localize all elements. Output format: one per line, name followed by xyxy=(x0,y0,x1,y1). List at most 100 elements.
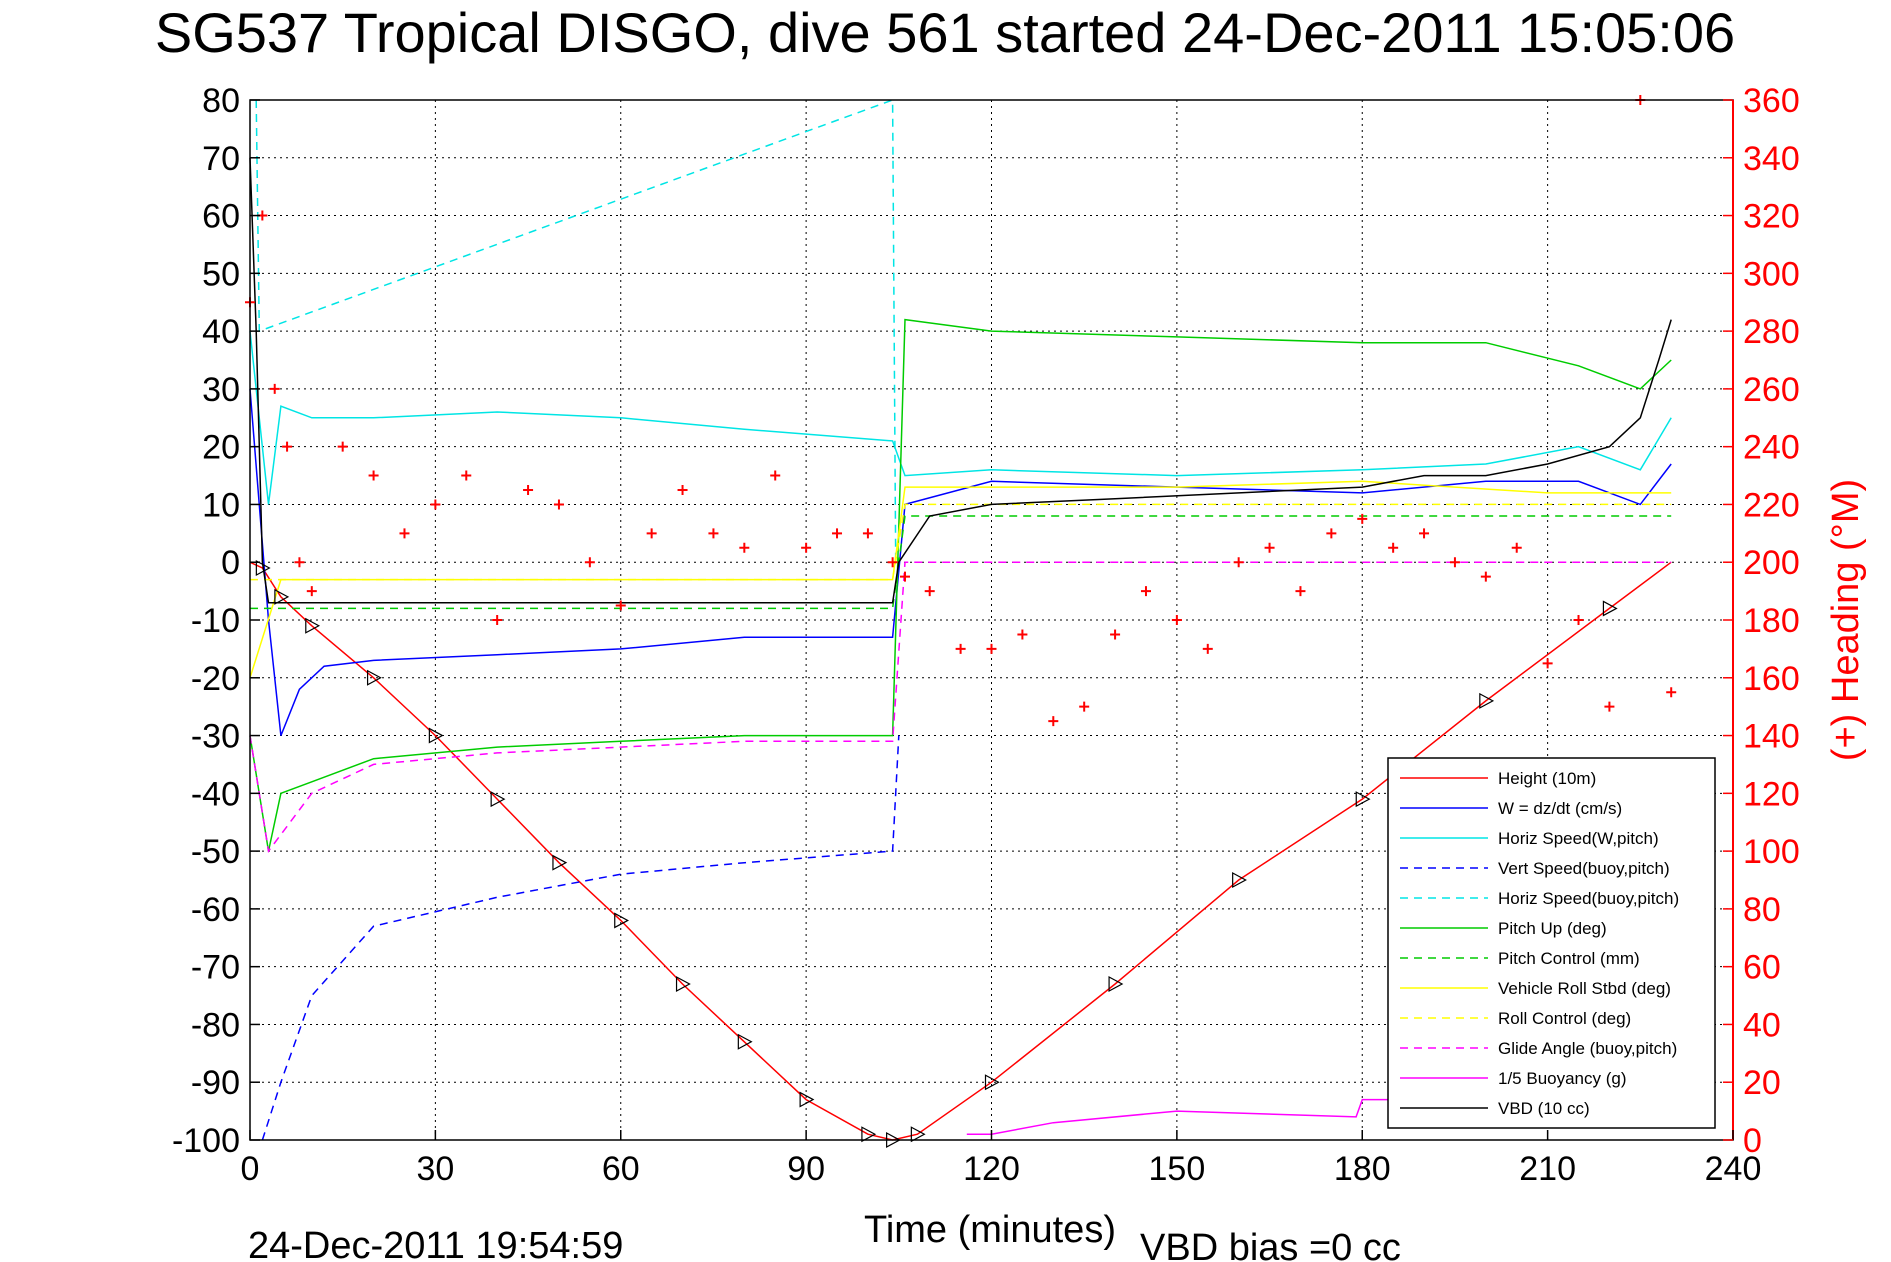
heading-marker xyxy=(955,643,966,654)
y-right-tick-label: 120 xyxy=(1743,775,1800,813)
heading-marker xyxy=(986,643,997,654)
heading-marker xyxy=(1017,629,1028,640)
legend-entry: Horiz Speed(W,pitch) xyxy=(1498,829,1659,848)
heading-marker xyxy=(1573,615,1584,625)
y-right-tick-label: 0 xyxy=(1743,1122,1762,1160)
heading-marker xyxy=(306,586,317,597)
height-triangle-marker xyxy=(1108,975,1124,993)
y-tick-label: -50 xyxy=(191,833,240,871)
y-tick-label: -100 xyxy=(172,1122,240,1160)
heading-marker xyxy=(1326,528,1337,539)
y-tick-label: -70 xyxy=(191,949,240,987)
grid xyxy=(250,100,1733,1140)
height-triangle-marker xyxy=(305,617,321,634)
series-line-5 xyxy=(249,318,1672,852)
heading-marker xyxy=(430,499,441,510)
heading-marker xyxy=(1140,586,1151,597)
x-tick-label: 180 xyxy=(1334,1150,1391,1188)
heading-marker xyxy=(1171,615,1182,625)
legend-entry: Vert Speed(buoy,pitch) xyxy=(1498,859,1670,878)
heading-marker xyxy=(368,470,379,481)
chart-title: SG537 Tropical DISGO, dive 561 started 2… xyxy=(155,1,1735,64)
heading-marker xyxy=(1480,571,1491,582)
x-tick-label: 0 xyxy=(241,1150,260,1188)
heading-marker xyxy=(1666,687,1677,698)
y-right-tick-label: 80 xyxy=(1743,891,1781,929)
heading-marker xyxy=(492,615,503,625)
heading-marker xyxy=(1110,629,1121,640)
heading-marker xyxy=(887,557,898,568)
heading-marker xyxy=(1388,542,1399,553)
height-triangle-marker xyxy=(1355,791,1371,808)
y-tick-label: 30 xyxy=(202,371,240,409)
series-line-0 xyxy=(249,561,1672,1141)
x-tick-label: 210 xyxy=(1519,1150,1576,1188)
legend-entry: Pitch Up (deg) xyxy=(1498,919,1607,938)
heading-marker xyxy=(899,571,910,582)
heading-marker xyxy=(1419,528,1430,539)
height-triangle-marker xyxy=(861,1126,877,1143)
y-right-tick-label: 300 xyxy=(1743,255,1800,293)
height-triangle-marker xyxy=(984,1074,1000,1091)
series-line-1 xyxy=(249,388,1672,736)
y-right-tick-label: 60 xyxy=(1743,949,1781,987)
heading-marker xyxy=(1295,586,1306,597)
heading-marker xyxy=(523,485,534,495)
y-right-tick-label: 160 xyxy=(1743,660,1800,698)
x-axis-label: Time (minutes) xyxy=(864,1209,1116,1251)
series-line-3 xyxy=(261,735,900,1141)
y-tick-label: 70 xyxy=(202,140,240,178)
legend-entry: Glide Angle (buoy,pitch) xyxy=(1498,1039,1677,1058)
heading-marker xyxy=(1233,557,1244,568)
series-line-2 xyxy=(249,331,1672,505)
legend-entry: Horiz Speed(buoy,pitch) xyxy=(1498,889,1679,908)
heading-marker xyxy=(1604,701,1615,712)
footer-vbd-bias: VBD bias =0 cc xyxy=(1140,1227,1401,1262)
footer-timestamp: 24-Dec-2011 19:54:59 xyxy=(248,1225,623,1262)
x-tick-label: 240 xyxy=(1705,1150,1762,1188)
heading-marker xyxy=(461,470,472,481)
heading-marker xyxy=(924,586,935,597)
legend-entry: VBD (10 cc) xyxy=(1498,1099,1590,1118)
heading-marker xyxy=(584,557,595,568)
y-tick-label: -60 xyxy=(191,891,240,929)
legend: Height (10m) W = dz/dt (cm/s) Horiz Speed(… xyxy=(1387,757,1716,1129)
axes xyxy=(249,99,1734,1141)
heading-marker xyxy=(1202,643,1213,654)
y-tick-label: 60 xyxy=(202,198,240,236)
heading-marker xyxy=(1264,542,1275,553)
y-right-tick-label: 20 xyxy=(1743,1064,1781,1102)
heading-marker xyxy=(269,383,280,394)
y-tick-label: -10 xyxy=(191,602,240,640)
height-triangle-marker xyxy=(1232,871,1247,889)
y-right-tick-label: 200 xyxy=(1743,544,1800,582)
x-tick-label: 120 xyxy=(963,1150,1020,1188)
heading-marker xyxy=(1542,658,1553,669)
x-tick-label: 60 xyxy=(602,1150,640,1188)
heading-marker xyxy=(1079,701,1090,712)
y-right-tick-label: 240 xyxy=(1743,429,1800,467)
y-right-tick-label: 180 xyxy=(1743,602,1800,640)
y-tick-label: 10 xyxy=(202,486,240,524)
legend-entry: Pitch Control (mm) xyxy=(1498,949,1640,968)
series-line-11 xyxy=(249,157,1672,604)
y-right-tick-label: 340 xyxy=(1743,140,1800,178)
height-triangle-marker xyxy=(675,975,691,993)
height-triangle-marker xyxy=(255,559,271,577)
height-triangle-marker xyxy=(614,912,630,929)
y-tick-label: -90 xyxy=(191,1064,240,1102)
y-tick-label: -40 xyxy=(191,775,240,813)
y-right-tick-label: 40 xyxy=(1743,1006,1781,1044)
height-triangle-marker xyxy=(366,669,382,686)
height-triangle-marker xyxy=(1602,600,1618,617)
legend-entry: Height (10m) xyxy=(1498,769,1596,788)
y-tick-label: 40 xyxy=(202,313,240,351)
legend-entry: Vehicle Roll Stbd (deg) xyxy=(1498,979,1671,998)
y-right-tick-label: 360 xyxy=(1743,82,1800,120)
y-right-tick-label: 220 xyxy=(1743,486,1800,524)
height-triangle-marker xyxy=(799,1091,815,1108)
y-axis-right-label: (+) Heading (°M) xyxy=(1825,479,1867,761)
heading-marker xyxy=(1357,513,1368,524)
heading-marker xyxy=(1511,542,1522,553)
heading-marker xyxy=(294,557,305,568)
